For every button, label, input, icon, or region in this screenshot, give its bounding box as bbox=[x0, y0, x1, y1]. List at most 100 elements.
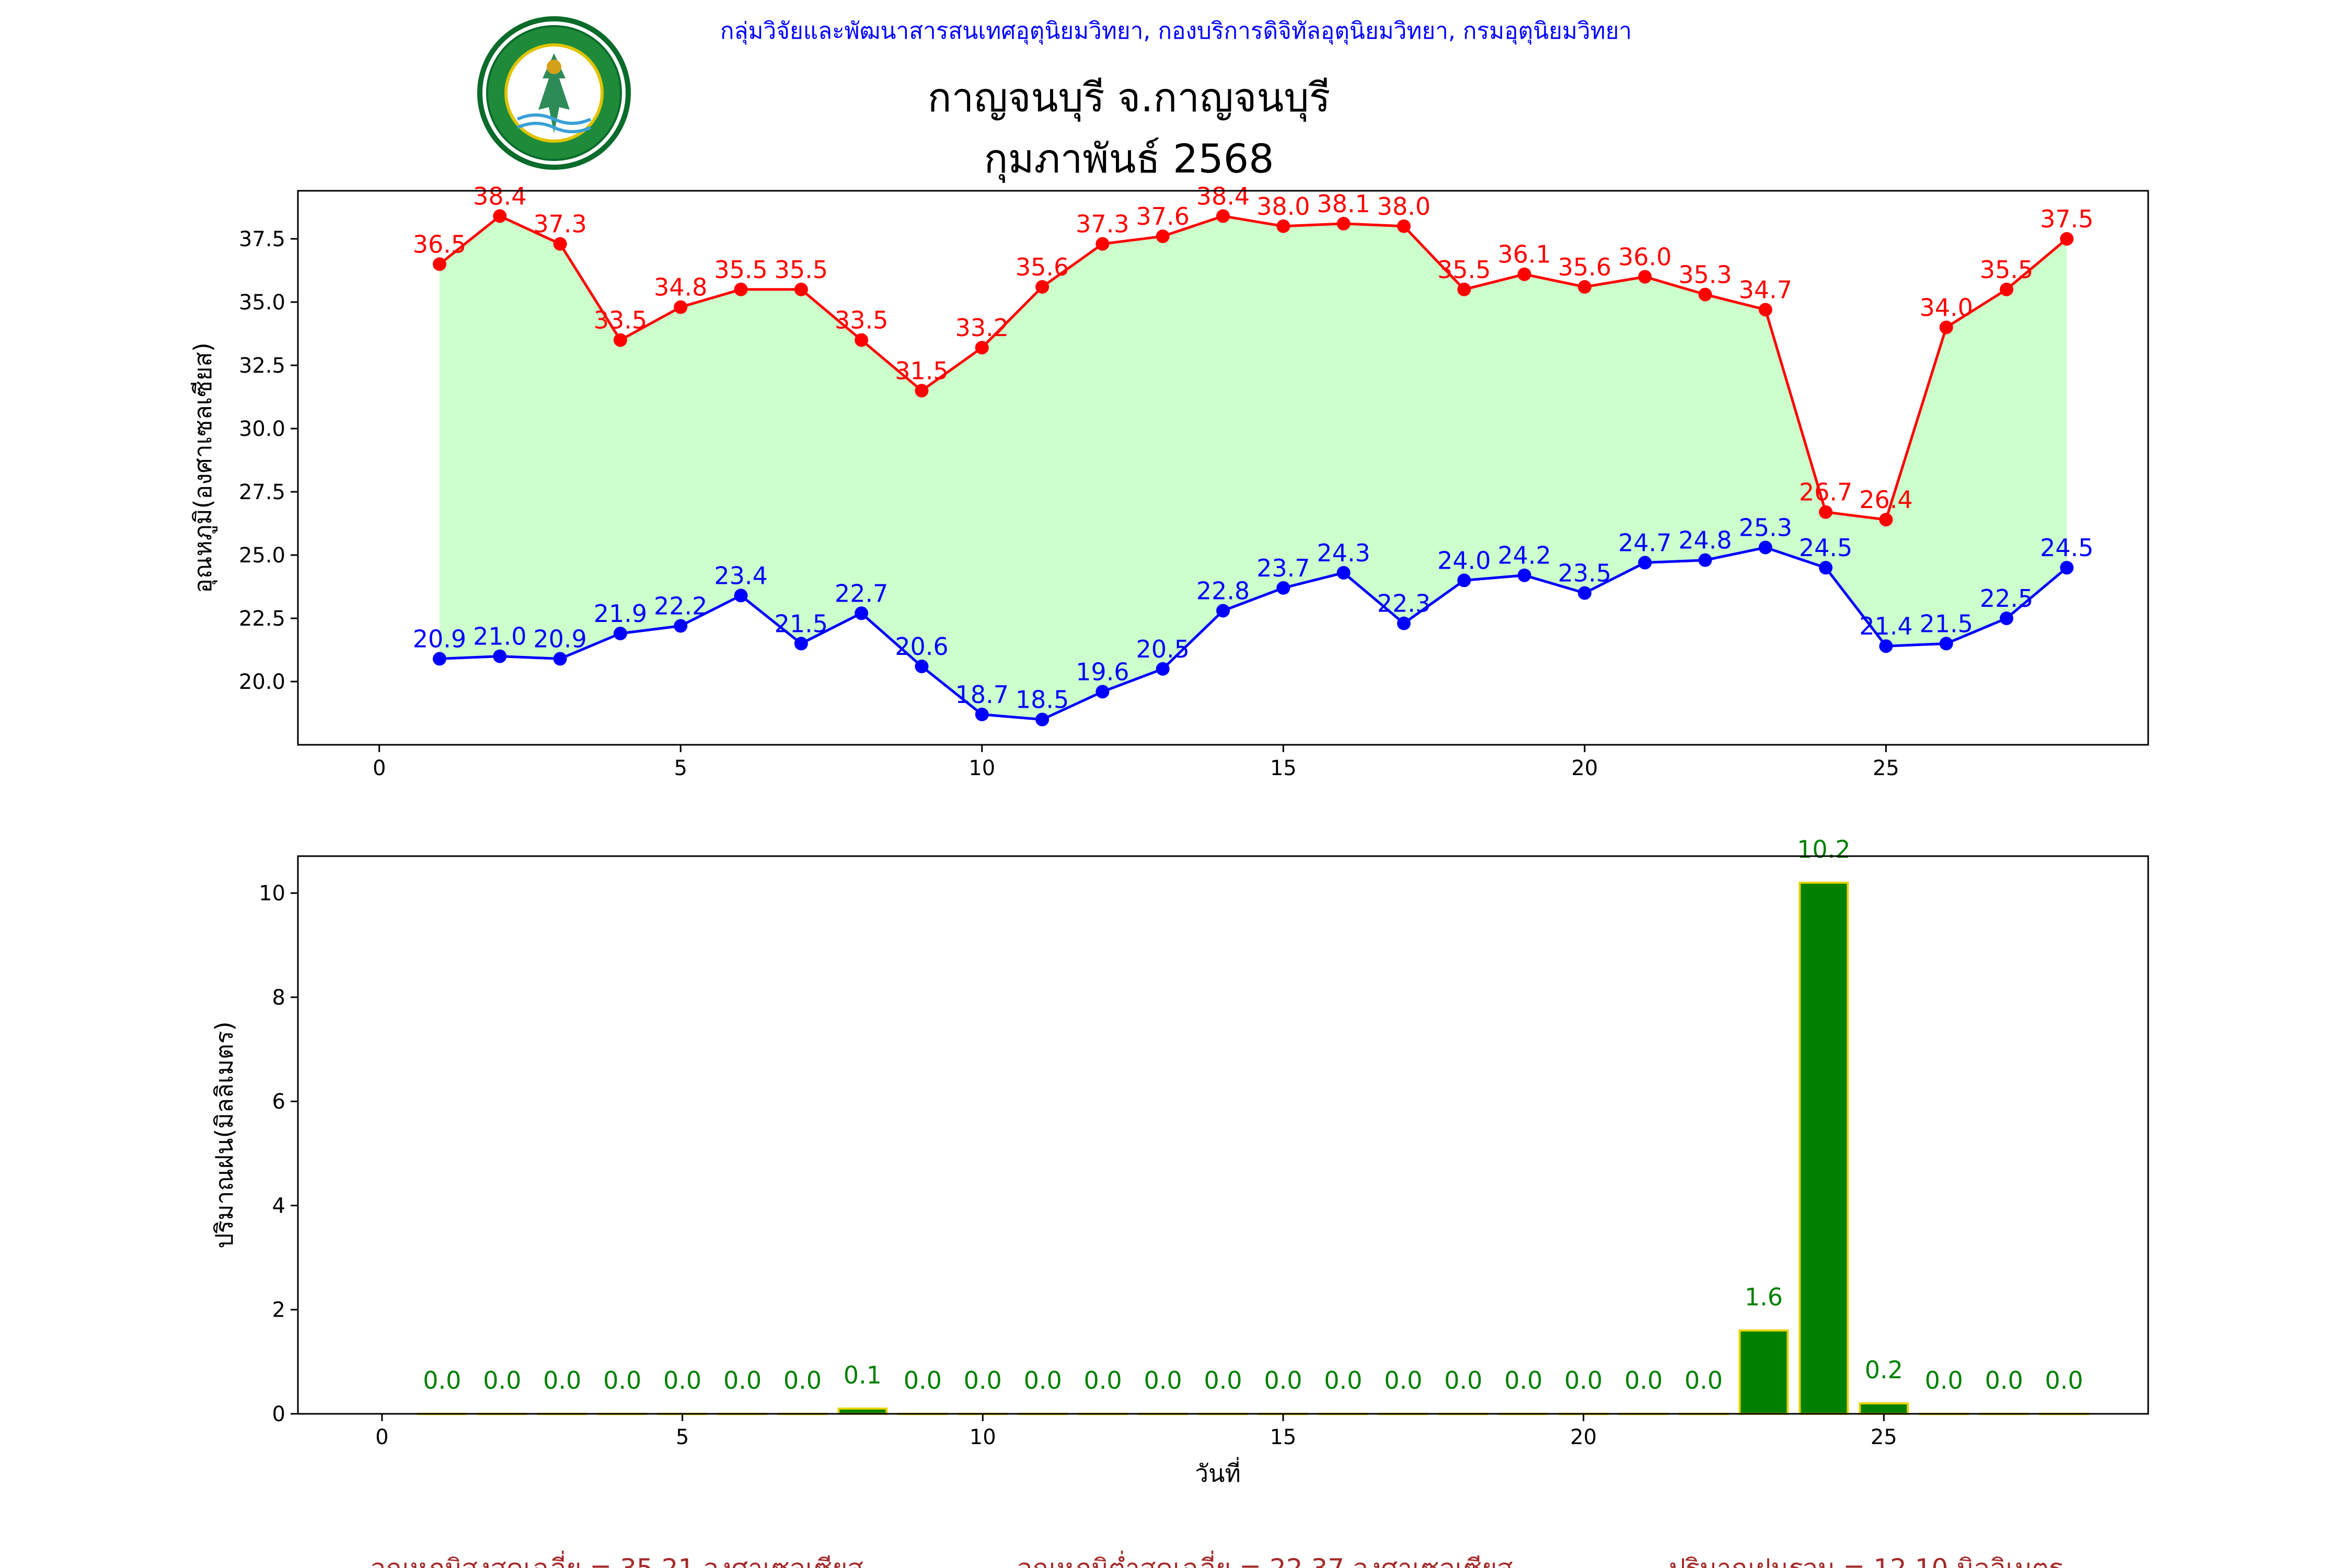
rainfall-y-axis-label: ปริมาณฝน(มิลลิเมตร) bbox=[210, 1021, 238, 1248]
max-temperature-label: 34.7 bbox=[1739, 275, 1792, 304]
rainfall-label: 0.0 bbox=[543, 1366, 581, 1394]
min-temperature-point bbox=[1156, 662, 1170, 676]
rainfall-label: 0.2 bbox=[1865, 1356, 1903, 1384]
max-temperature-label: 26.4 bbox=[1859, 486, 1912, 514]
rainfall-label: 1.6 bbox=[1745, 1283, 1783, 1311]
max-temperature-label: 31.5 bbox=[895, 356, 948, 385]
max-temperature-point bbox=[1638, 270, 1652, 284]
rainfall-bar bbox=[1859, 1402, 1909, 1415]
rainfall-label: 0.0 bbox=[1384, 1366, 1422, 1394]
min-temperature-label: 21.9 bbox=[594, 599, 647, 628]
max-temperature-label: 36.0 bbox=[1618, 243, 1671, 271]
temperature-range-band bbox=[440, 216, 2067, 720]
station-title: กาญจนบุรี จ.กาญจนบุรี bbox=[928, 74, 1331, 122]
max-temperature-label: 38.4 bbox=[1196, 182, 1250, 210]
min-temperature-point bbox=[2060, 561, 2074, 575]
rainfall-label: 0.0 bbox=[1324, 1366, 1362, 1394]
min-temperature-point bbox=[855, 606, 869, 620]
max-temperature-point bbox=[734, 282, 748, 296]
rainfall-bars bbox=[417, 881, 2090, 1415]
rainfall-x-tick-label: 25 bbox=[1871, 1425, 1897, 1449]
rainfall-label: 0.1 bbox=[844, 1361, 882, 1389]
min-temperature-label: 20.6 bbox=[895, 632, 948, 661]
min-temperature-point bbox=[794, 637, 808, 651]
temperature-x-tick-label: 10 bbox=[969, 756, 995, 780]
meteorological-department-logo bbox=[477, 16, 631, 170]
period-title: กุมภาพันธ์ 2568 bbox=[984, 135, 1274, 183]
temperature-y-tick-label: 20.0 bbox=[239, 670, 285, 694]
max-temperature-label: 36.1 bbox=[1497, 240, 1551, 269]
min-temperature-point bbox=[1698, 553, 1712, 567]
max-temperature-point bbox=[1457, 282, 1471, 296]
temperature-data-labels: 36.538.437.333.534.835.5 35.533.531.533.2… bbox=[413, 182, 2094, 713]
rainfall-x-tick-label: 0 bbox=[375, 1425, 388, 1449]
max-temperature-label: 36.5 bbox=[413, 230, 466, 258]
rainfall-label: 0.0 bbox=[783, 1366, 822, 1394]
min-temperature-point bbox=[1939, 637, 1953, 651]
rainfall-label: 0.0 bbox=[1685, 1366, 1723, 1394]
temperature-points bbox=[432, 209, 2074, 727]
min-temperature-point bbox=[1336, 566, 1351, 580]
max-temperature-label: 33.5 bbox=[594, 306, 647, 335]
max-temperature-label: 34.8 bbox=[654, 273, 707, 302]
min-temperature-point bbox=[674, 619, 688, 633]
rainfall-label: 0.0 bbox=[1564, 1366, 1602, 1394]
min-temperature-point bbox=[1819, 561, 1833, 575]
min-temperature-point bbox=[1638, 556, 1652, 570]
max-temperature-point bbox=[1276, 219, 1290, 233]
rainfall-bar bbox=[1798, 881, 1849, 1415]
rainfall-label: 0.0 bbox=[1925, 1366, 1963, 1394]
min-temperature-label: 23.7 bbox=[1256, 554, 1310, 582]
max-temperature-point bbox=[674, 300, 688, 314]
rainfall-chart: 0.0 0.0 0.0 0.0 0.0 0.0 0.0 0.1 0.0 0.0 0.0 0.0 0.0 0… bbox=[210, 835, 2149, 1488]
max-temperature-label: 35.3 bbox=[1678, 260, 1732, 289]
temperature-y-tick-label: 32.5 bbox=[239, 354, 285, 378]
min-temperature-label: 22.3 bbox=[1377, 590, 1431, 618]
min-temperature-point bbox=[553, 652, 567, 666]
rainfall-label: 0.0 bbox=[483, 1366, 521, 1394]
min-temperature-point bbox=[1397, 616, 1411, 630]
min-temperature-label: 22.8 bbox=[1196, 577, 1250, 605]
rainfall-label: 0.0 bbox=[1204, 1366, 1242, 1394]
min-temperature-label: 20.5 bbox=[1136, 635, 1189, 663]
min-temperature-point bbox=[975, 707, 989, 721]
max-temperature-point bbox=[1939, 320, 1953, 335]
max-temperature-label: 37.6 bbox=[1136, 202, 1189, 230]
max-temperature-label: 35.6 bbox=[1016, 253, 1069, 281]
max-temperature-point bbox=[794, 282, 808, 296]
max-temperature-point bbox=[1698, 287, 1712, 302]
temperature-x-tick-label: 25 bbox=[1873, 756, 1899, 780]
max-temperature-line bbox=[439, 214, 2068, 521]
temperature-y-tick-label: 22.5 bbox=[239, 607, 285, 631]
temperature-axes-frame bbox=[297, 190, 2149, 746]
min-temperature-point bbox=[432, 652, 446, 666]
min-temperature-line bbox=[439, 546, 2068, 721]
max-temperature-label: 33.5 bbox=[835, 306, 888, 335]
min-temperature-point bbox=[1096, 685, 1110, 699]
min-temperature-label: 22.2 bbox=[654, 592, 707, 620]
rainfall-y-tick-label: 8 bbox=[272, 986, 285, 1010]
min-temperature-point bbox=[1035, 712, 1050, 727]
rainfall-label: 0.0 bbox=[1985, 1366, 2023, 1394]
average-max-temperature: อุณหภูมิสูงสุดเฉลี่ย = 35.21 องศาเซลเซีย… bbox=[370, 1551, 863, 1568]
min-temperature-point bbox=[2000, 611, 2014, 625]
organization-line: กลุ่มวิจัยและพัฒนาสารสนเทศอุตุนิยมวิทยา,… bbox=[720, 18, 1632, 45]
min-temperature-point bbox=[1879, 639, 1893, 653]
min-temperature-label: 22.5 bbox=[1980, 584, 2033, 613]
rainfall-data-labels: 0.0 0.0 0.0 0.0 0.0 0.0 0.0 0.1 0.0 0.0 0.0 0.0 0.0 0… bbox=[423, 835, 2083, 1394]
rainfall-axes-frame bbox=[297, 855, 2149, 1415]
rainfall-x-tick-label: 5 bbox=[676, 1425, 689, 1449]
rainfall-y-tick-label: 2 bbox=[272, 1298, 285, 1322]
max-temperature-point bbox=[855, 333, 869, 347]
max-temperature-point bbox=[1216, 209, 1230, 223]
max-temperature-point bbox=[1156, 229, 1170, 244]
min-temperature-point bbox=[1457, 573, 1471, 587]
rainfall-label: 0.0 bbox=[964, 1366, 1002, 1394]
min-temperature-label: 24.3 bbox=[1317, 539, 1370, 567]
rainfall-x-tick-label: 20 bbox=[1570, 1425, 1597, 1449]
max-temperature-point bbox=[1035, 280, 1050, 294]
min-temperature-label: 21.0 bbox=[473, 622, 526, 651]
max-temperature-point bbox=[1336, 216, 1351, 230]
max-temperature-point bbox=[613, 333, 627, 347]
max-temperature-point bbox=[2000, 282, 2014, 296]
